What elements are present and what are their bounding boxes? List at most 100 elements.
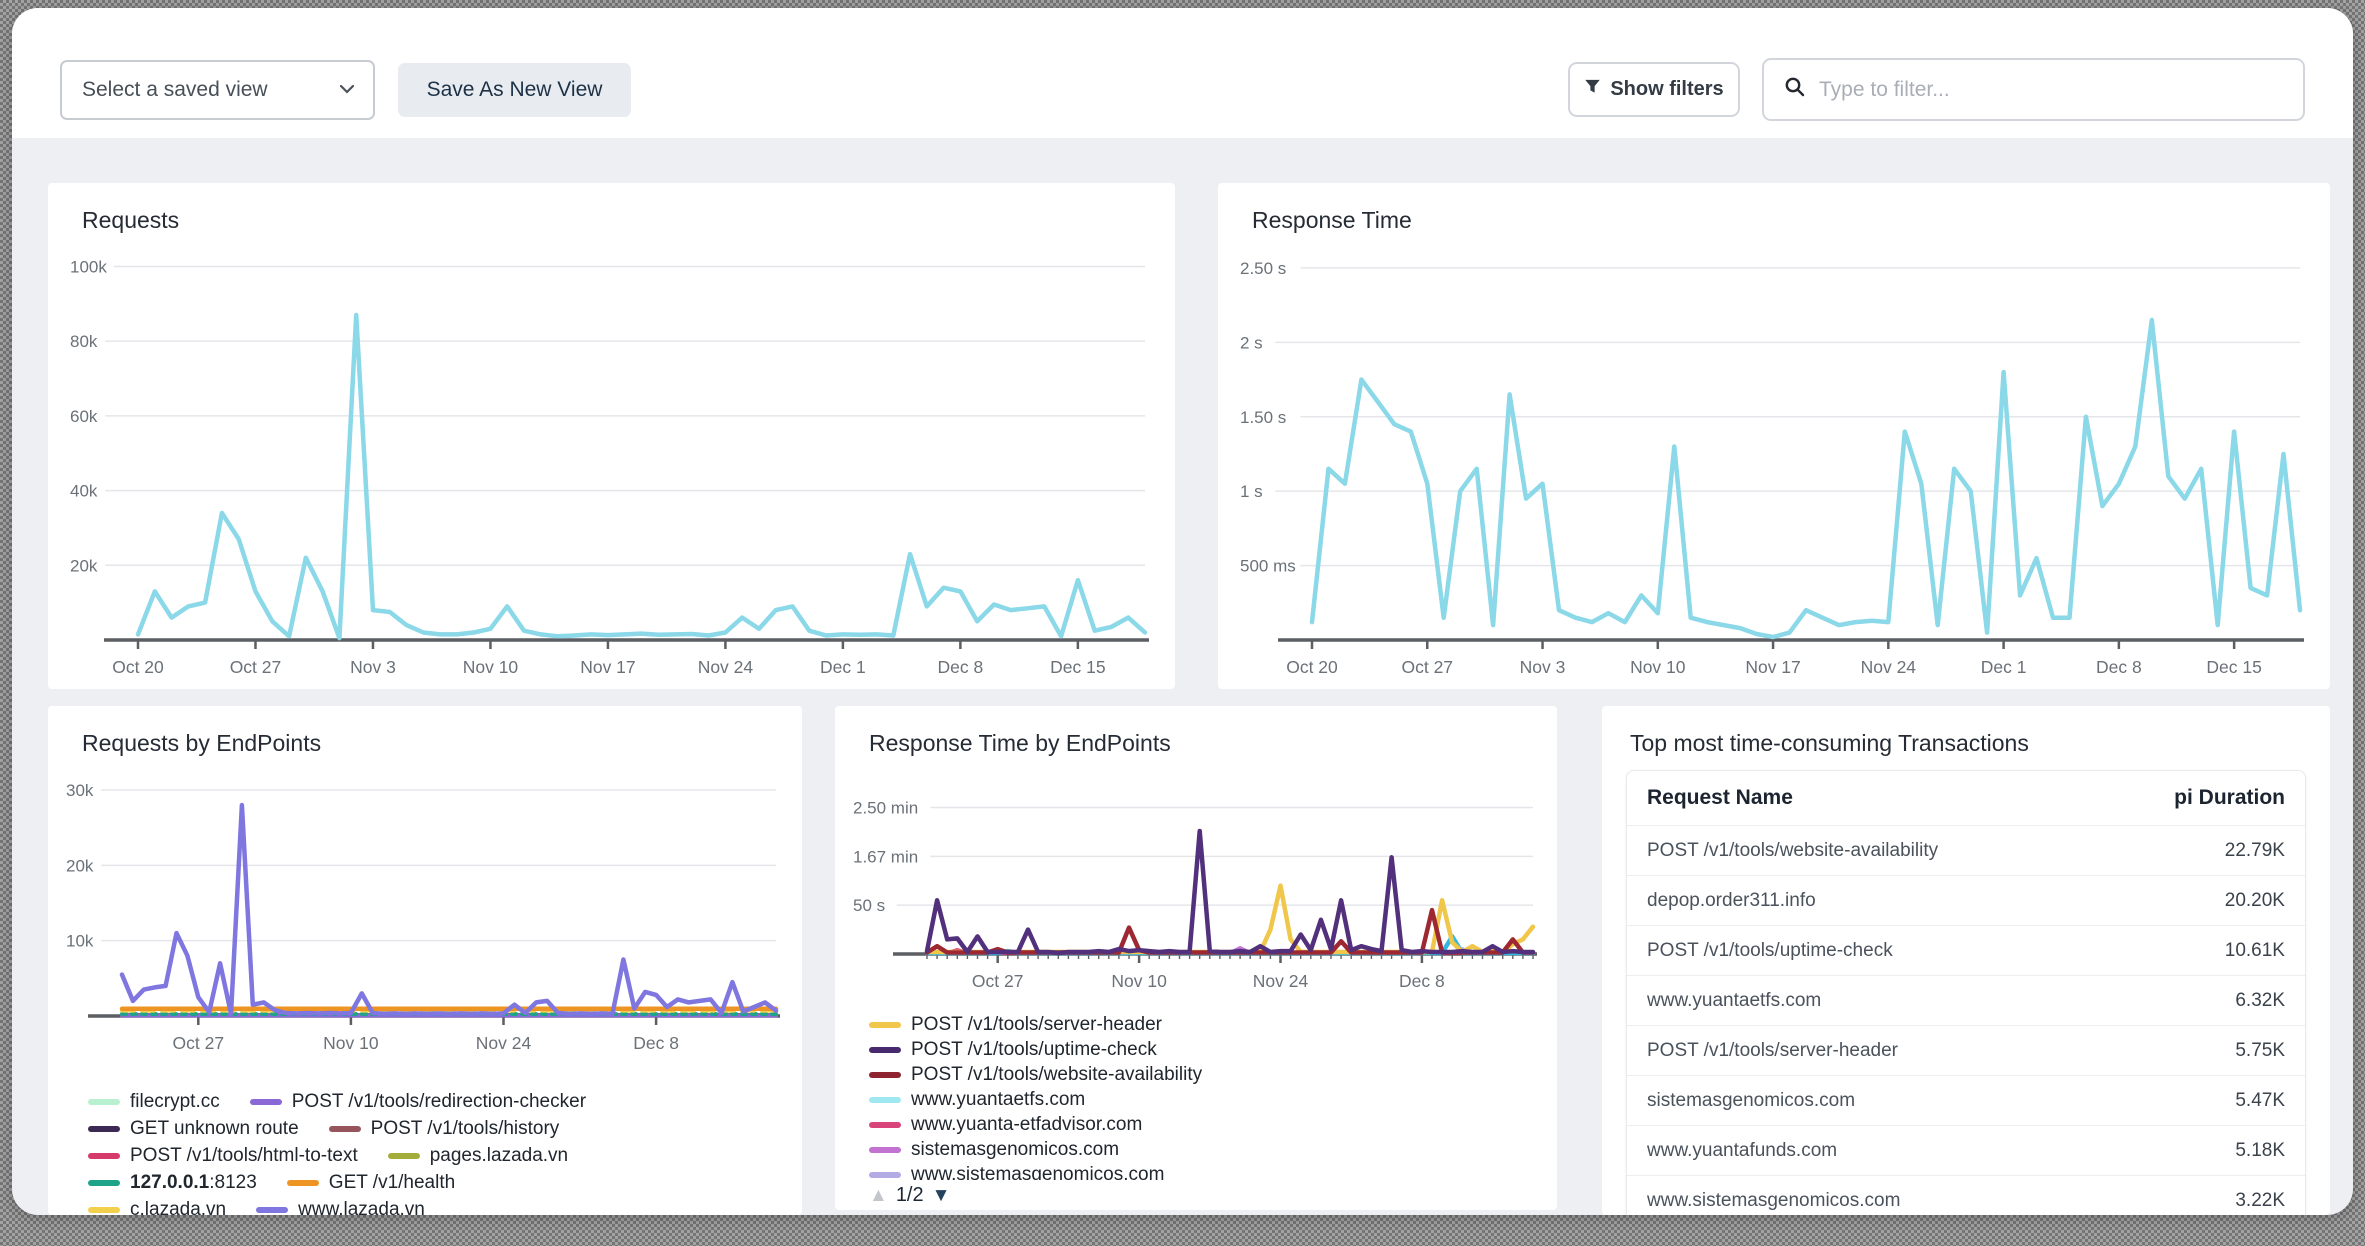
legend-label: 127.0.0.1:8123 [130,1171,257,1193]
response-time-panel: Response Time 500 ms 1 s 1.50 s 2 s 2.50 s Oc… [1218,183,2330,689]
legend-swatch-icon [869,1096,901,1103]
transaction-name: POST /v1/tools/uptime-check [1647,939,1893,961]
svg-text:Nov 10: Nov 10 [323,1033,379,1053]
legend-swatch-icon [88,1152,120,1159]
svg-text:Dec 8: Dec 8 [938,657,984,677]
legend-item[interactable]: POST /v1/tools/website-availability [869,1062,1529,1087]
response-time-panel-title: Response Time [1252,207,1412,233]
save-as-new-view-button[interactable]: Save As New View [398,63,631,117]
page-up-icon[interactable]: ▲ [869,1184,888,1206]
svg-text:1 s: 1 s [1240,482,1263,501]
legend-label: GET /v1/health [328,1171,456,1193]
svg-text:40k: 40k [70,482,98,501]
response-time-by-endpoints-chart[interactable]: 50 s 1.67 min 2.50 min Oct 27 Nov 10 Nov 24 De… [847,766,1545,998]
legend-swatch-icon [256,1206,289,1213]
legend-row: POST /v1/tools/html-to-text pages.lazada.… [88,1142,788,1169]
legend-row: 127.0.0.1:8123 GET /v1/health [88,1169,788,1196]
svg-text:Oct 27: Oct 27 [173,1033,225,1053]
requests-chart[interactable]: 20k 40k 60k 80k 100k Oct 20 Oct 27 Nov 3 Nov 10 N… [64,245,1159,685]
requests-by-endpoints-chart[interactable]: 10k 20k 30k Oct 27 Nov 10 Nov 24 Dec 8 [60,770,790,1060]
legend-label: GET unknown route [130,1117,299,1139]
transaction-duration: 20.20K [2224,889,2285,911]
transaction-row[interactable]: www.sistemasgenomicos.com 3.22K [1627,1175,2305,1215]
response-time-by-endpoints-title: Response Time by EndPoints [869,730,1171,756]
transaction-row[interactable]: POST /v1/tools/server-header 5.75K [1627,1025,2305,1075]
transaction-duration: 10.61K [2224,939,2285,961]
transaction-row[interactable]: www.yuantafunds.com 5.18K [1627,1125,2305,1175]
transactions-panel: Top most time-consuming Transactions Req… [1602,706,2330,1215]
requests-by-endpoints-legend: filecrypt.cc POST /v1/tools/redirection-c… [88,1088,788,1215]
saved-view-select[interactable]: Select a saved view [60,60,375,120]
transaction-name: POST /v1/tools/server-header [1647,1039,1898,1061]
legend-label: POST /v1/tools/redirection-checker [291,1090,587,1112]
transaction-duration: 3.22K [2235,1189,2285,1211]
legend-item[interactable]: c.lazada.vn [88,1199,226,1215]
svg-text:100k: 100k [70,257,107,276]
transaction-name: POST /v1/tools/website-availability [1647,839,1939,861]
filter-funnel-icon [1584,78,1601,101]
legend-swatch-icon [88,1179,120,1186]
svg-text:Nov 3: Nov 3 [350,657,396,677]
legend-item[interactable]: sistemasgenomicos.com [869,1137,1529,1162]
svg-text:Nov 24: Nov 24 [476,1033,532,1053]
legend-item[interactable]: POST /v1/tools/history [328,1118,559,1140]
svg-text:Dec 1: Dec 1 [820,657,866,677]
search-input[interactable] [1819,77,2287,102]
svg-text:50 s: 50 s [853,896,885,915]
transaction-name: depop.order311.info [1647,889,1816,911]
legend-label: www.sistemasgenomicos.com [911,1163,1165,1181]
svg-text:Nov 17: Nov 17 [580,657,635,677]
legend-swatch-icon [869,1171,901,1178]
transaction-duration: 6.32K [2235,989,2285,1011]
legend-pagination: ▲ 1/2 ▼ [869,1184,950,1207]
legend-item[interactable]: GET unknown route [88,1118,299,1140]
transactions-table-header: Request Name pi Duration [1627,771,2305,825]
svg-text:Dec 15: Dec 15 [1050,657,1105,677]
column-request-name: Request Name [1647,786,1793,809]
saved-view-select-value: Select a saved view [82,78,268,101]
toolbar: Select a saved view Save As New View Sho… [12,8,2353,138]
transaction-row[interactable]: POST /v1/tools/website-availability 22.79… [1627,825,2305,875]
show-filters-button[interactable]: Show filters [1568,62,1740,117]
legend-row: c.lazada.vn www.lazada.vn [88,1196,788,1215]
transaction-duration: 5.18K [2235,1139,2285,1161]
transaction-row[interactable]: www.yuantaetfs.com 6.32K [1627,975,2305,1025]
legend-label: pages.lazada.vn [429,1144,569,1166]
page-down-icon[interactable]: ▼ [931,1184,951,1206]
legend-item[interactable]: GET /v1/health [286,1171,456,1194]
legend-item[interactable]: www.sistemasgenomicos.com [869,1162,1529,1180]
legend-item[interactable]: www.yuanta-etfadvisor.com [869,1112,1529,1137]
legend-item[interactable]: www.yuantaetfs.com [869,1087,1529,1112]
response-time-by-endpoints-panel: Response Time by EndPoints 50 s 1.67 min 2… [835,706,1557,1210]
legend-row: GET unknown route POST /v1/tools/history [88,1115,788,1142]
legend-item[interactable]: POST /v1/tools/server-header [869,1012,1529,1037]
transactions-table-body: POST /v1/tools/website-availability 22.79… [1627,825,2305,1215]
legend-item[interactable]: pages.lazada.vn [387,1144,569,1167]
legend-swatch-icon [88,1098,120,1105]
legend-item[interactable]: POST /v1/tools/html-to-text [88,1145,358,1167]
legend-swatch-icon [869,1021,901,1028]
transaction-duration: 5.47K [2235,1089,2285,1111]
legend-swatch-icon [869,1146,901,1153]
legend-label: POST /v1/tools/server-header [911,1013,1162,1035]
svg-text:Nov 10: Nov 10 [1111,971,1167,991]
svg-text:1.67 min: 1.67 min [853,847,918,866]
legend-item[interactable]: www.lazada.vn [256,1199,425,1215]
legend-label: POST /v1/tools/website-availability [911,1063,1203,1085]
legend-item[interactable]: filecrypt.cc [88,1091,220,1113]
svg-text:Oct 20: Oct 20 [1286,657,1338,677]
response-time-chart[interactable]: 500 ms 1 s 1.50 s 2 s 2.50 s Oct 20 Oct 27 Nov … [1234,245,2314,685]
transaction-row[interactable]: sistemasgenomicos.com 5.47K [1627,1075,2305,1125]
requests-by-endpoints-panel: Requests by EndPoints 10k 20k 30k Oct 27 Nov… [48,706,802,1215]
legend-item[interactable]: POST /v1/tools/uptime-check [869,1037,1529,1062]
legend-label: www.yuanta-etfadvisor.com [911,1113,1143,1135]
transaction-row[interactable]: depop.order311.info 20.20K [1627,875,2305,925]
search-icon [1784,76,1806,103]
legend-item[interactable]: POST /v1/tools/redirection-checker [249,1090,587,1113]
legend-swatch-icon [328,1125,361,1132]
requests-by-endpoints-title: Requests by EndPoints [82,730,322,756]
svg-text:Dec 15: Dec 15 [2206,657,2261,677]
transaction-row[interactable]: POST /v1/tools/uptime-check 10.61K [1627,925,2305,975]
legend-item[interactable]: 127.0.0.1:8123 [88,1172,257,1194]
transaction-name: www.sistemasgenomicos.com [1647,1189,1901,1211]
